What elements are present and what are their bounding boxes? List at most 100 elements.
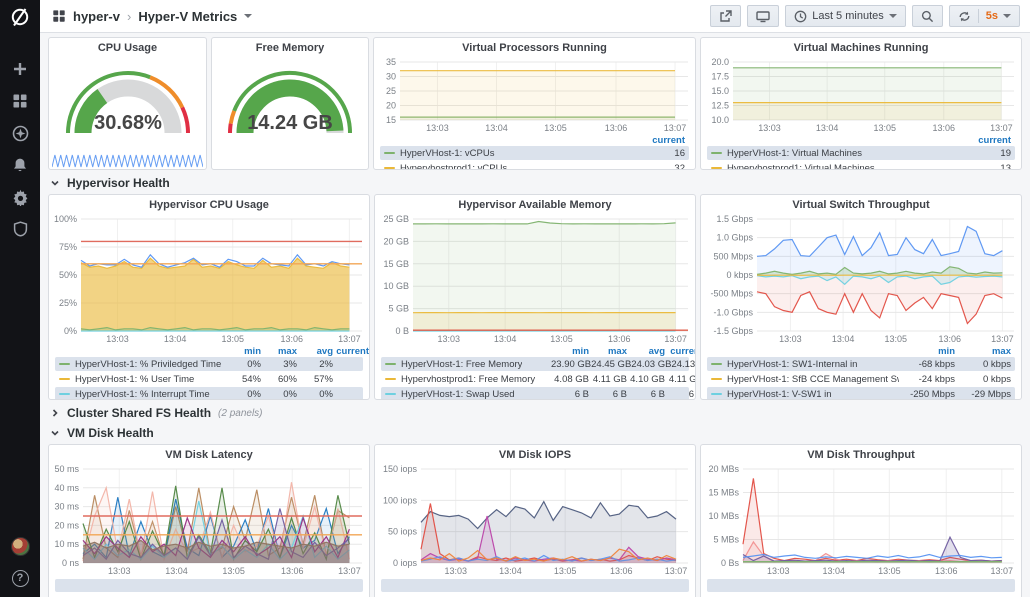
virtual-switch-chart[interactable]: 13:03 13:04 13:05 13:06 13:07 -1.5 Gbps -1.0 G… — [701, 214, 1021, 344]
legend-column-header[interactable]: max — [607, 345, 627, 357]
legend-label[interactable]: HyperVHost-1: Free Memory — [401, 358, 523, 370]
y-axis-label: 5 GB — [388, 304, 409, 314]
chevron-down-icon[interactable] — [244, 14, 253, 22]
panel-virtual-machines: Virtual Machines Running 13:03 13:04 13:05… — [700, 37, 1022, 170]
legend-label[interactable]: HyperVHost-1: SfB CCE Management Switch … — [727, 373, 899, 385]
help-icon[interactable]: ? — [11, 570, 29, 587]
panel-title[interactable]: VM Disk IOPS — [498, 449, 572, 461]
section-title: Hypervisor Health — [67, 176, 170, 190]
panel-title[interactable]: CPU Usage — [97, 42, 158, 54]
section-cluster-shared-fs[interactable]: Cluster Shared FS Health (2 panels) — [48, 400, 1022, 424]
virtual-machines-chart[interactable]: 13:03 13:04 13:05 13:06 13:07 10.0 12.5 15.0 17.… — [701, 57, 1021, 133]
time-range-picker[interactable]: Last 5 minutes — [785, 5, 906, 27]
series-line — [420, 500, 677, 530]
virtual-processors-chart[interactable]: 13:03 13:04 13:05 13:06 13:07 15 20 25 30 35 — [374, 57, 695, 133]
series-line — [756, 275, 1003, 286]
legend-column-header[interactable]: avg — [648, 345, 665, 357]
legend-label[interactable]: HyperVHost-1: vCPUs — [400, 147, 495, 159]
chart-canvas: 13:03 13:04 13:05 13:06 13:07 10.0 12.5 15.0 17.… — [711, 57, 1014, 133]
y-axis-label: 15.0 — [711, 86, 729, 96]
refresh-interval-label[interactable]: 5s — [985, 10, 998, 22]
x-axis-label: 13:04 — [823, 566, 846, 576]
legend-label[interactable]: HyperVHost-1: V-SW1 in — [727, 388, 832, 400]
shield-icon[interactable] — [11, 220, 29, 238]
x-axis-label: 13:05 — [222, 566, 245, 576]
breadcrumb-dashboard-title[interactable]: Hyper-V Metrics — [138, 8, 238, 24]
legend-label[interactable]: Hypervhostprod1: vCPUs — [400, 162, 508, 170]
legend-column-header[interactable]: current — [978, 134, 1011, 146]
vm-disk-latency-chart[interactable]: 13:03 13:04 13:05 13:06 13:07 0 ns 10 ms 20 ms 3… — [49, 464, 369, 576]
x-axis-label: 13:07 — [338, 334, 361, 344]
legend-value: 4.08 GB — [554, 373, 589, 385]
legend-label[interactable]: HyperVHost-1: % Priviledged Time — [75, 358, 222, 370]
legend-value: 24.03 GB — [631, 358, 672, 370]
series-line — [80, 326, 350, 331]
legend-column-header[interactable]: min — [244, 345, 261, 357]
panel-title[interactable]: Virtual Processors Running — [462, 42, 607, 54]
legend-column-header[interactable]: current — [670, 345, 695, 357]
dashboard-grid-icon — [53, 10, 65, 22]
chart-legend: min max HyperVHost-1: SW1-Internal in -68 k… — [701, 344, 1021, 399]
chevron-down-icon — [50, 178, 60, 188]
hypervisor-memory-chart[interactable]: 13:03 13:04 13:05 13:06 13:07 0 B 5 GB 10 GB 15 … — [375, 214, 695, 344]
section-vm-disk-health[interactable]: VM Disk Health — [48, 424, 1022, 444]
legend-column-header[interactable]: current — [336, 345, 369, 357]
plus-icon[interactable] — [11, 60, 29, 78]
legend-column-header[interactable]: avg — [316, 345, 333, 357]
legend-label[interactable]: HyperVHost-1: SW1-Internal in — [727, 358, 858, 370]
gauge-threshold-arc — [65, 71, 151, 134]
panel-title[interactable]: Virtual Machines Running — [793, 42, 929, 54]
legend-column-header[interactable]: current — [652, 134, 685, 146]
panel-title[interactable]: VM Disk Latency — [165, 449, 253, 461]
y-axis-label: -1.5 Gbps — [713, 326, 753, 336]
grafana-logo[interactable] — [0, 0, 40, 34]
panel-title[interactable]: Free Memory — [255, 42, 325, 54]
legend-column-header[interactable]: max — [277, 345, 297, 357]
breadcrumb-folder[interactable]: hyper-v — [73, 8, 120, 24]
legend-column-header[interactable]: max — [991, 345, 1011, 357]
vm-disk-throughput-chart[interactable]: 13:03 13:04 13:05 13:06 13:07 0 Bs 5 MBs 10 MBs… — [701, 464, 1021, 576]
legend-row: HyperVHost-1: Virtual Machines 19 — [707, 146, 1015, 160]
cpu-usage-gauge[interactable]: 30.68% — [49, 57, 206, 169]
gauge-threshold-arc — [148, 75, 184, 109]
series-line — [742, 535, 1002, 562]
gauge-value: 14.24 GB — [247, 112, 333, 134]
y-axis-label: 25% — [59, 298, 77, 308]
free-memory-gauge[interactable]: 14.24 GB — [212, 57, 368, 169]
user-avatar[interactable] — [10, 537, 30, 556]
share-button[interactable] — [710, 5, 742, 27]
vm-disk-iops-chart[interactable]: 13:03 13:04 13:05 13:06 13:07 0 iops 50 iops 10… — [375, 464, 695, 576]
panel-title[interactable]: Hypervisor Available Memory — [458, 199, 612, 211]
series-area — [743, 478, 1002, 563]
legend-label[interactable]: HyperVHost-1: % User Time — [75, 373, 195, 385]
gauge-value-arc — [74, 89, 108, 134]
legend-label[interactable]: Hypervhostprod1: Virtual Machines — [727, 162, 875, 170]
zoom-out-button[interactable] — [911, 5, 943, 27]
series-area — [83, 497, 350, 563]
legend-label[interactable]: HyperVHost-1: Virtual Machines — [727, 147, 862, 159]
tv-mode-button[interactable] — [747, 5, 780, 27]
legend-label[interactable]: HyperVHost-1: Swap Used — [401, 388, 515, 400]
panel-title[interactable]: Virtual Switch Throughput — [792, 199, 930, 211]
legend-value: 60% — [277, 373, 297, 385]
legend-label[interactable]: HyperVHost-1: % Interrupt Time — [75, 388, 210, 400]
legend-column-header[interactable]: min — [572, 345, 589, 357]
alerting-icon[interactable] — [11, 156, 29, 174]
panel-title[interactable]: Hypervisor CPU Usage — [149, 199, 269, 211]
refresh-button[interactable]: 5s — [948, 5, 1020, 27]
y-axis-label: 10 ms — [54, 539, 79, 549]
legend-column-header[interactable]: min — [938, 345, 955, 357]
panel-virtual-switch-throughput: Virtual Switch Throughput 13:03 13:04 13:0… — [700, 194, 1022, 400]
series-color-dash — [59, 378, 70, 380]
legend-value: 0 kbps — [983, 373, 1011, 385]
legend-label[interactable]: Hypervhostprod1: Free Memory — [401, 373, 536, 385]
dashboards-icon[interactable] — [11, 92, 29, 110]
hypervisor-cpu-chart[interactable]: 13:03 13:04 13:05 13:06 13:07 0% 25% 50% 75% 100% — [49, 214, 369, 344]
series-area — [757, 226, 1003, 275]
explore-icon[interactable] — [11, 124, 29, 142]
settings-icon[interactable] — [11, 188, 29, 206]
section-hypervisor-health[interactable]: Hypervisor Health — [48, 170, 1022, 194]
x-axis-label: 13:03 — [106, 334, 129, 344]
legend-row: Hypervhostprod1: vCPUs 32 — [380, 161, 689, 169]
panel-title[interactable]: VM Disk Throughput — [807, 449, 915, 461]
